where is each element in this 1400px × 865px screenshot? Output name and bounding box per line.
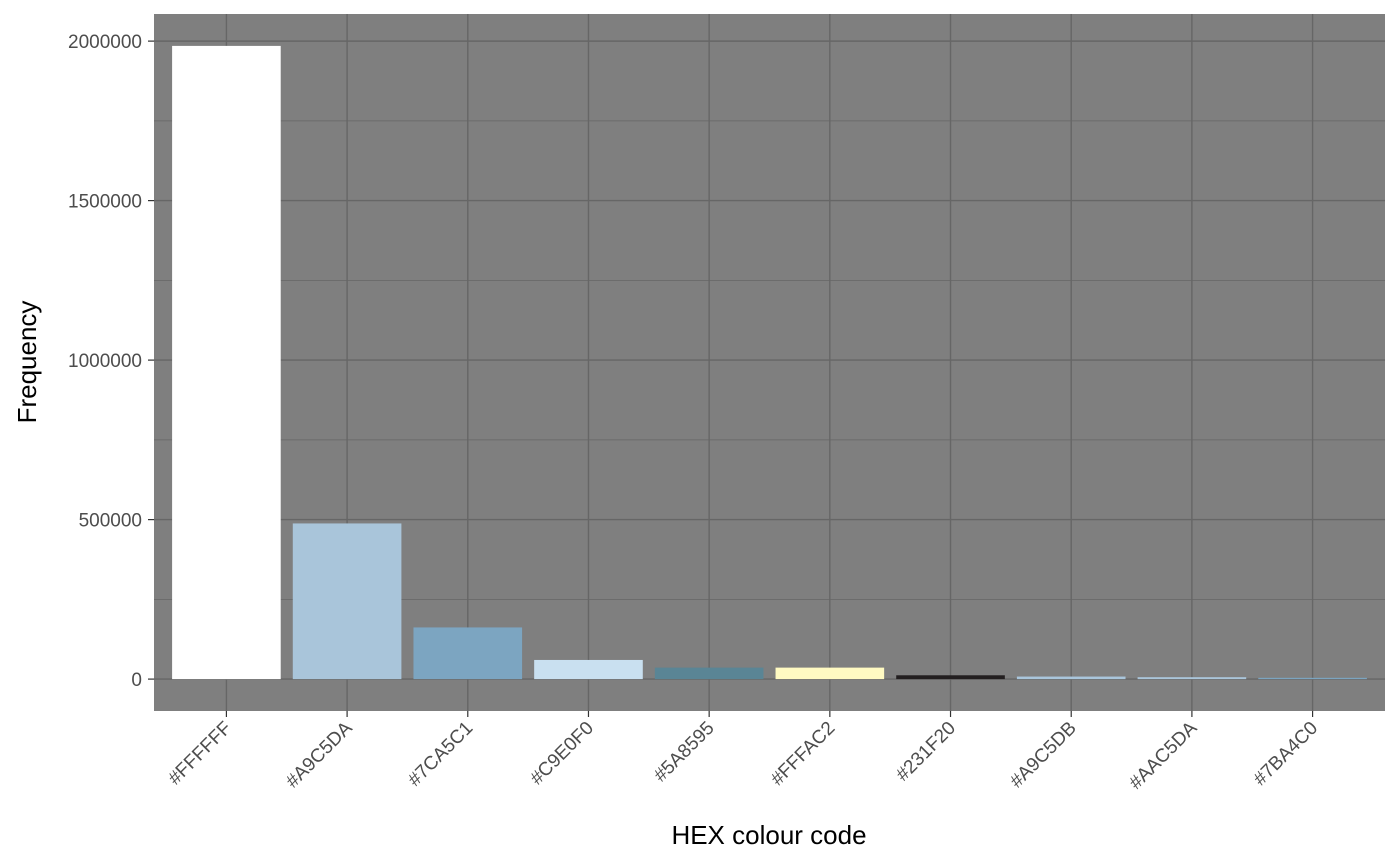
x-axis-ticks: #FFFFFF #A9C5DA #7CA5C1 #C9E0F0 #5A8595 #FFFA… bbox=[164, 711, 1322, 794]
x-tick-label: #FFFAC2 bbox=[767, 718, 839, 790]
bar bbox=[896, 675, 1005, 680]
x-axis-title: HEX colour code bbox=[671, 820, 866, 850]
bar bbox=[654, 667, 764, 680]
bar bbox=[413, 627, 523, 680]
bars bbox=[172, 45, 1367, 680]
y-tick-label: 1000000 bbox=[68, 351, 142, 372]
bar bbox=[172, 45, 281, 680]
x-tick-label: #C9E0F0 bbox=[526, 718, 598, 790]
x-tick-label: #AAC5DA bbox=[1125, 717, 1201, 793]
bar bbox=[1258, 677, 1367, 680]
x-tick-label: #231F20 bbox=[892, 718, 960, 786]
x-tick-label: #7CA5C1 bbox=[404, 718, 477, 791]
x-tick-label: #FFFFFF bbox=[164, 718, 236, 790]
y-tick-label: 0 bbox=[131, 670, 142, 691]
x-tick-label: #A9C5DB bbox=[1006, 718, 1081, 793]
bar bbox=[534, 659, 643, 680]
y-axis-title: Frequency bbox=[12, 301, 42, 424]
bar bbox=[1137, 677, 1247, 680]
bar bbox=[775, 667, 885, 680]
x-tick-label: #5A8595 bbox=[650, 718, 719, 787]
y-tick-label: 500000 bbox=[79, 511, 142, 532]
y-tick-label: 2000000 bbox=[68, 32, 142, 53]
y-tick-label: 1500000 bbox=[68, 192, 142, 213]
x-tick-label: #A9C5DA bbox=[282, 717, 357, 792]
x-tick-label: #7BA4C0 bbox=[1250, 718, 1322, 790]
bar bbox=[1016, 676, 1126, 680]
bar bbox=[292, 523, 402, 680]
y-axis-ticks: 0 500000 1000000 1500000 2000000 bbox=[68, 32, 154, 691]
